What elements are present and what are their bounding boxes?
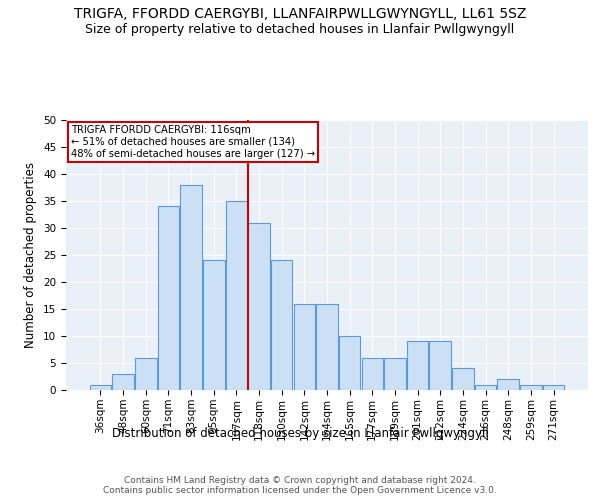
Bar <box>497 379 519 390</box>
Bar <box>203 260 224 390</box>
Bar <box>135 358 157 390</box>
Text: Contains HM Land Registry data © Crown copyright and database right 2024.
Contai: Contains HM Land Registry data © Crown c… <box>103 476 497 495</box>
Bar <box>407 342 428 390</box>
Text: Size of property relative to detached houses in Llanfair Pwllgwyngyll: Size of property relative to detached ho… <box>85 22 515 36</box>
Bar <box>384 358 406 390</box>
Bar <box>362 358 383 390</box>
Bar <box>430 342 451 390</box>
Bar <box>339 336 361 390</box>
Text: Distribution of detached houses by size in Llanfair Pwllgwyngyll: Distribution of detached houses by size … <box>112 428 488 440</box>
Bar <box>293 304 315 390</box>
Bar <box>475 384 496 390</box>
Bar <box>271 260 292 390</box>
Bar <box>452 368 473 390</box>
Bar <box>112 374 134 390</box>
Text: TRIGFA FFORDD CAERGYBI: 116sqm
← 51% of detached houses are smaller (134)
48% of: TRIGFA FFORDD CAERGYBI: 116sqm ← 51% of … <box>71 126 316 158</box>
Text: TRIGFA, FFORDD CAERGYBI, LLANFAIRPWLLGWYNGYLL, LL61 5SZ: TRIGFA, FFORDD CAERGYBI, LLANFAIRPWLLGWY… <box>74 8 526 22</box>
Bar <box>316 304 338 390</box>
Y-axis label: Number of detached properties: Number of detached properties <box>25 162 37 348</box>
Bar <box>90 384 111 390</box>
Bar <box>158 206 179 390</box>
Bar <box>520 384 542 390</box>
Bar <box>543 384 564 390</box>
Bar <box>226 201 247 390</box>
Bar <box>181 185 202 390</box>
Bar <box>248 222 270 390</box>
